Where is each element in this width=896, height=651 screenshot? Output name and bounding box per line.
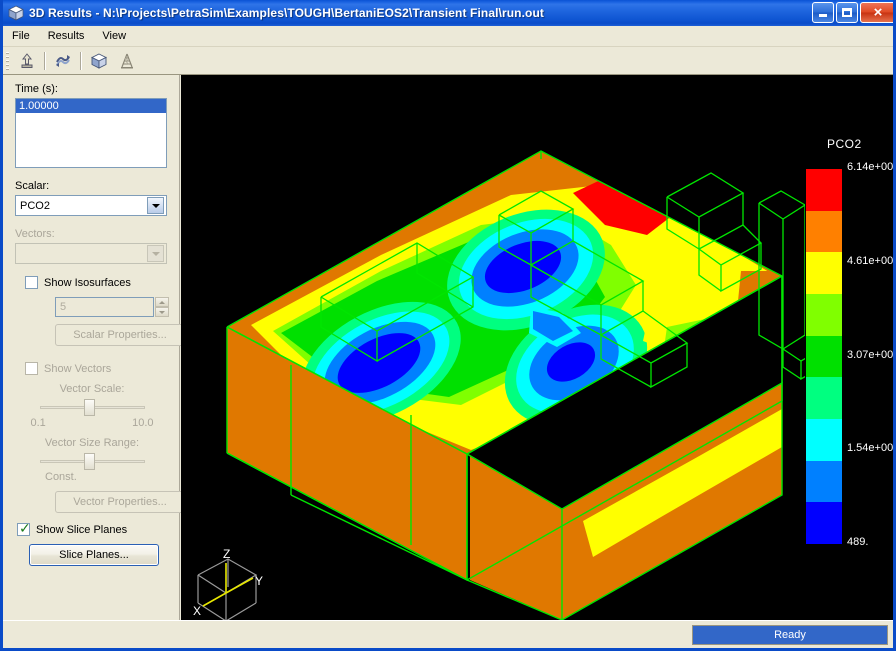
time-label: Time (s): — [15, 83, 58, 95]
time-listbox[interactable]: 1.00000 — [15, 98, 167, 168]
vector-size-range-value: Const. — [45, 471, 77, 483]
menu-item-file[interactable]: File — [12, 30, 30, 42]
legend-band — [806, 293, 842, 336]
close-icon: × — [873, 4, 883, 21]
scalar-properties-button: Scalar Properties... — [55, 324, 185, 346]
vector-scale-label: Vector Scale: — [59, 383, 125, 395]
vectors-select — [15, 243, 167, 264]
legend-band — [806, 502, 842, 544]
legend-band — [806, 377, 842, 419]
stepper-buttons — [155, 297, 169, 317]
close-button[interactable]: × — [860, 2, 893, 23]
toolbar-separator — [80, 52, 82, 70]
vector-properties-button: Vector Properties... — [55, 491, 185, 513]
scalar-select[interactable]: PCO2 — [15, 195, 167, 216]
axis-orientation-gizmo: Z Y X — [193, 547, 263, 620]
gizmo-axes-icon — [202, 563, 254, 607]
gizmo-cube-icon — [197, 558, 258, 620]
cube-icon[interactable] — [86, 49, 112, 74]
vector-scale-slider — [39, 399, 145, 416]
legend-tick-label: 3.07e+006 — [847, 348, 893, 361]
slider-thumb — [83, 399, 95, 416]
contour-blob-top — [447, 209, 605, 331]
vector-size-slider — [39, 453, 145, 470]
show-slice-planes-checkbox[interactable]: ✓ Show Slice Planes — [17, 521, 169, 537]
vector-scale-min: 0.1 — [30, 417, 46, 429]
isosurface-count-stepper: 5 — [55, 297, 169, 317]
menu-item-results[interactable]: Results — [47, 30, 85, 42]
legend-tick-label: 6.14e+006 — [847, 161, 893, 173]
maximize-icon — [842, 8, 852, 17]
vectors-label: Vectors: — [15, 228, 55, 240]
axis-label-y: Y — [255, 574, 263, 588]
axis-label-z: Z — [223, 547, 230, 561]
minimize-button[interactable] — [812, 2, 834, 23]
legend-tick-label: 4.61e+006 — [847, 254, 893, 267]
legend-band — [806, 335, 842, 378]
list-item[interactable]: 1.00000 — [16, 99, 166, 113]
slice-block-outline — [226, 275, 783, 620]
cube-icon — [8, 5, 24, 21]
stepper-up-icon — [155, 297, 169, 307]
title-bar: 3D Results - N:\Projects\PetraSim\Exampl… — [3, 0, 893, 26]
derrick-icon[interactable] — [114, 49, 140, 74]
block-front-faces — [227, 327, 782, 620]
export-icon[interactable] — [14, 49, 40, 74]
status-message: Ready — [692, 624, 888, 645]
show-isosurfaces-checkbox[interactable]: Show Isosurfaces — [25, 276, 169, 289]
chevron-down-icon — [147, 245, 164, 262]
toolbar-separator — [44, 52, 46, 70]
checkbox-box — [25, 362, 38, 375]
legend-band — [806, 460, 842, 503]
contour-saddle — [529, 307, 581, 347]
3d-viewport[interactable]: Z Y X PCO2 6.14e+006 4.61e+006 3.07e+006 1.… — [181, 75, 893, 620]
legend-tick-label: 489. — [847, 536, 869, 548]
show-vectors-label: Show Vectors — [44, 362, 112, 375]
show-isosurfaces-label: Show Isosurfaces — [44, 276, 131, 289]
checkmark-icon: ✓ — [19, 521, 31, 537]
contour-icon[interactable] — [50, 49, 76, 74]
window-title: 3D Results - N:\Projects\PetraSim\Exampl… — [29, 6, 544, 20]
control-sidebar: Time (s): 1.00000 Scalar: PCO2 Vectors: … — [3, 75, 185, 620]
minimize-icon — [819, 14, 827, 17]
checkbox-box: ✓ — [17, 521, 31, 537]
legend-band — [806, 418, 842, 461]
legend-title: PCO2 — [827, 137, 862, 151]
toolbar-grip[interactable] — [6, 52, 9, 70]
show-slice-planes-label: Show Slice Planes — [36, 523, 128, 536]
maximize-button[interactable] — [836, 2, 858, 23]
legend-tick-label: 1.54e+006 — [847, 442, 893, 455]
vector-scale-range: 0.1 10.0 — [31, 417, 154, 429]
legend-band — [806, 252, 842, 294]
slider-thumb — [83, 453, 95, 470]
legend-band — [806, 169, 842, 211]
isosurface-count-input: 5 — [55, 297, 154, 317]
stepper-down-icon — [155, 307, 169, 317]
slice-planes-button[interactable]: Slice Planes... — [29, 544, 159, 566]
axis-label-x: X — [193, 604, 201, 618]
chevron-down-icon[interactable] — [147, 197, 164, 214]
color-legend-bar — [805, 168, 843, 545]
status-bar: Ready — [3, 620, 893, 648]
menu-bar: File Results View — [3, 26, 893, 47]
scalar-select-value: PCO2 — [20, 199, 50, 212]
show-vectors-checkbox: Show Vectors — [25, 362, 169, 375]
checkbox-box — [25, 276, 38, 289]
vector-size-range-label: Vector Size Range: — [44, 437, 140, 449]
vector-scale-max: 10.0 — [132, 417, 154, 429]
scalar-label: Scalar: — [15, 180, 50, 192]
window-controls: × — [812, 2, 893, 23]
tool-bar — [3, 48, 893, 75]
3d-scene: Z Y X — [193, 150, 831, 620]
menu-item-view[interactable]: View — [102, 30, 127, 42]
legend-band — [806, 210, 842, 253]
